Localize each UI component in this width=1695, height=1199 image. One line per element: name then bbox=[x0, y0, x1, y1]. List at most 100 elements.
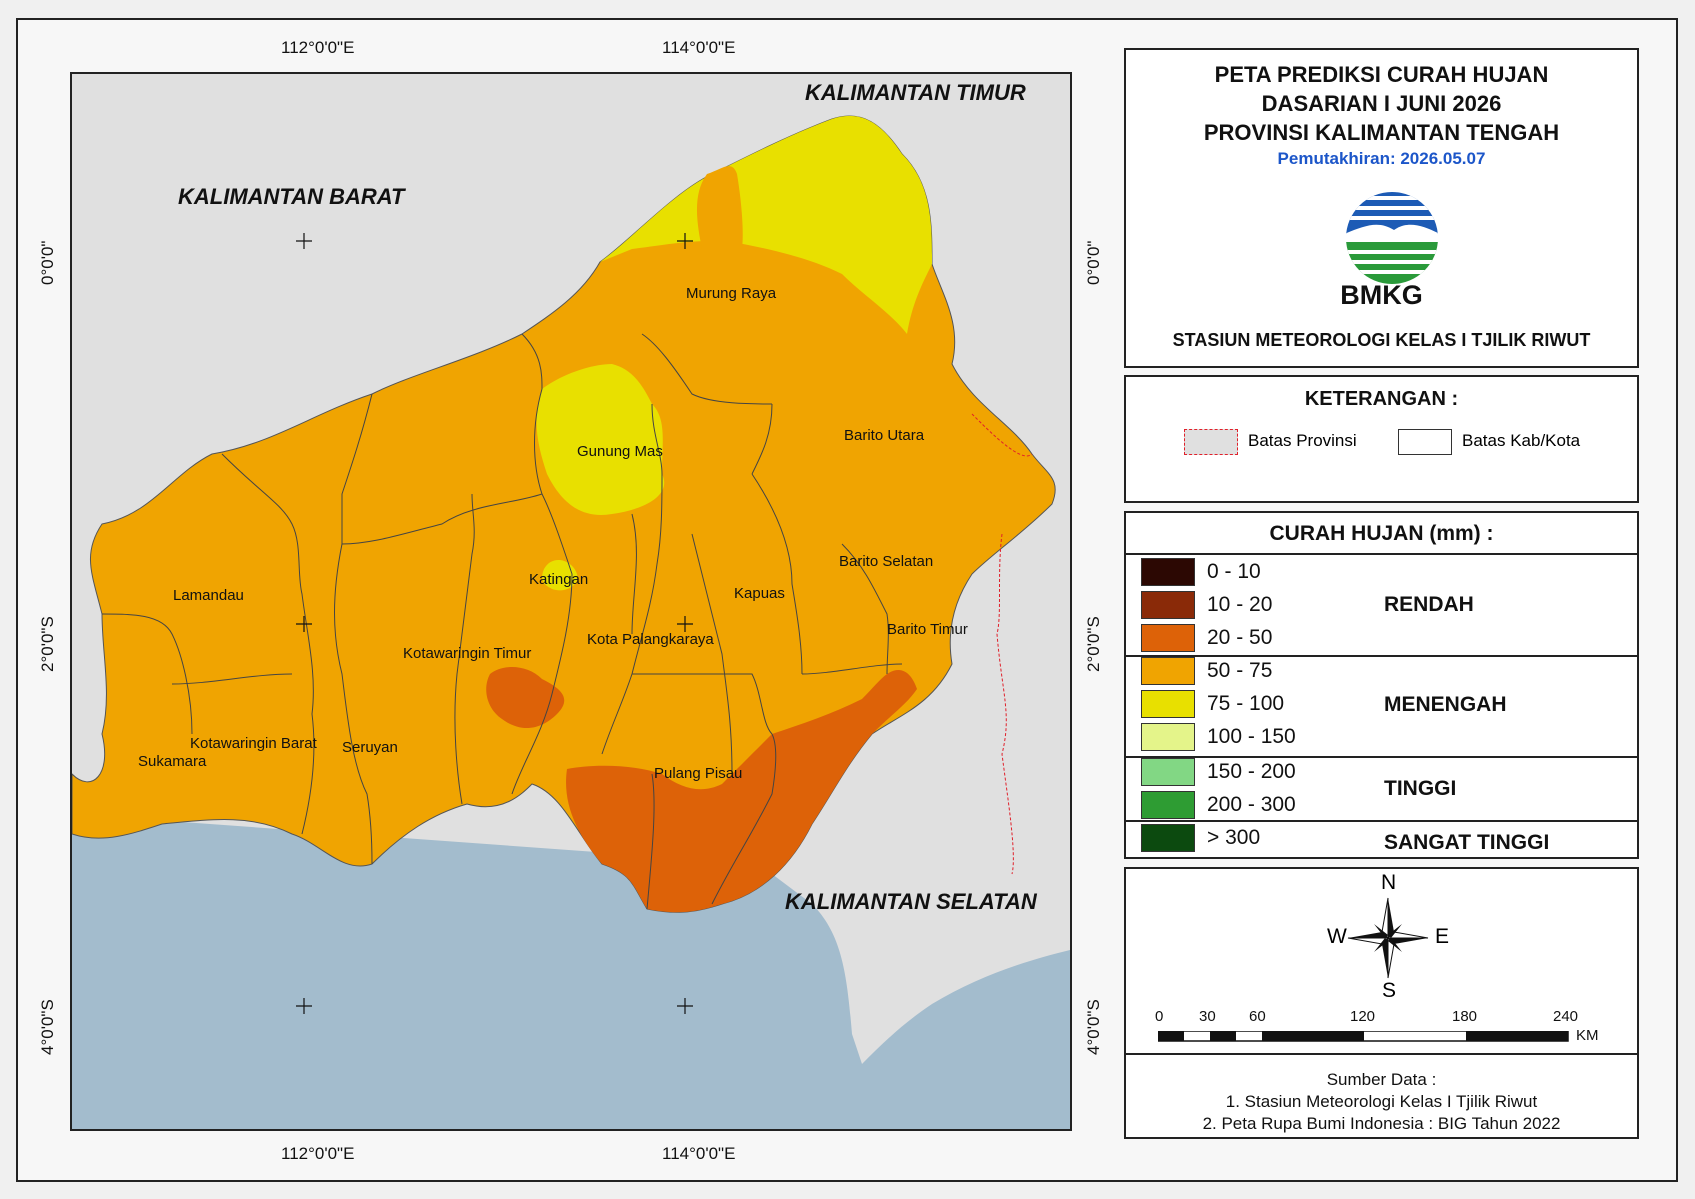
label-katingan: Katingan bbox=[529, 571, 588, 588]
source-title: Sumber Data : bbox=[1326, 1070, 1437, 1089]
scale-tick-label: 120 bbox=[1350, 1008, 1376, 1025]
legend-item: 100 - 150 bbox=[1141, 723, 1296, 751]
zone-50-75-murung-tongue bbox=[697, 166, 743, 249]
label-gunung-mas: Gunung Mas bbox=[577, 443, 663, 460]
legend-item-label: 150 - 200 bbox=[1207, 760, 1296, 783]
province-border bbox=[971, 413, 1033, 875]
legend-divider bbox=[1126, 655, 1637, 657]
legend-swatch bbox=[1141, 558, 1195, 586]
lat-label-2-left: 2°0'0"S bbox=[38, 616, 57, 672]
label-kapuas: Kapuas bbox=[734, 585, 785, 602]
compass-n-label: N bbox=[1381, 871, 1397, 894]
zone-75-100-gunung-mas bbox=[536, 364, 665, 515]
legend-item: 150 - 200 bbox=[1141, 758, 1296, 786]
map-canvas: KALIMANTAN TIMUR KALIMANTAN BARAT KALIMA… bbox=[72, 74, 1070, 1064]
class-rendah: RENDAH bbox=[1384, 593, 1474, 616]
scale-tick-label: 60 bbox=[1249, 1008, 1266, 1025]
legend-swatch bbox=[1141, 624, 1195, 652]
lon-label-112-top: 112°0'0"E bbox=[281, 38, 355, 57]
legend-item-label: 0 - 10 bbox=[1207, 560, 1261, 583]
label-kota-palangkaraya: Kota Palangkaraya bbox=[587, 631, 714, 648]
legend-divider bbox=[1126, 756, 1637, 758]
lat-label-0-left: 0°0'0" bbox=[38, 240, 57, 285]
legend-swatch bbox=[1141, 723, 1195, 751]
class-sangat-tinggi: SANGAT TINGGI bbox=[1384, 831, 1550, 854]
legend-swatch bbox=[1141, 824, 1195, 852]
legend-item: 75 - 100 bbox=[1141, 690, 1284, 718]
map-title-line1: PETA PREDIKSI CURAH HUJAN bbox=[1214, 62, 1549, 87]
legend-item-label: 200 - 300 bbox=[1207, 793, 1296, 816]
compass-scale-panel: N W E S 0 30 60 120 180 240 KM Sumber Da… bbox=[1124, 867, 1639, 1139]
legend-title: CURAH HUJAN (mm) : bbox=[1269, 522, 1494, 545]
label-seruyan: Seruyan bbox=[342, 739, 398, 756]
legend-swatch bbox=[1141, 690, 1195, 718]
keterangan-panel: KETERANGAN : Batas Provinsi Batas Kab/Ko… bbox=[1124, 375, 1639, 503]
source-line2: 2. Peta Rupa Bumi Indonesia : BIG Tahun … bbox=[1202, 1114, 1561, 1133]
zone-20-50-kotim bbox=[486, 667, 565, 729]
scale-tick-label: 0 bbox=[1155, 1008, 1164, 1025]
compass-s-label: S bbox=[1382, 979, 1397, 1002]
legend-item-label: 75 - 100 bbox=[1207, 692, 1285, 715]
lat-label-0-right: 0°0'0" bbox=[1084, 240, 1103, 285]
scale-tick-label: 180 bbox=[1452, 1008, 1478, 1025]
update-date: Pemutakhiran: 2026.05.07 bbox=[1277, 149, 1486, 168]
map-title-line3: PROVINSI KALIMANTAN TENGAH bbox=[1203, 120, 1560, 145]
legend-item: 50 - 75 bbox=[1141, 657, 1272, 685]
lat-label-4-right: 4°0'0"S bbox=[1084, 999, 1103, 1055]
scale-tick-label: 240 bbox=[1553, 1008, 1579, 1025]
legend-item-label: 50 - 75 bbox=[1207, 659, 1273, 682]
legend-divider-top bbox=[1126, 553, 1637, 555]
label-kotawaringin-barat: Kotawaringin Barat bbox=[190, 735, 318, 752]
label-kalimantan-barat: KALIMANTAN BARAT bbox=[178, 184, 406, 209]
class-tinggi: TINGGI bbox=[1384, 777, 1457, 800]
legend-swatch bbox=[1141, 758, 1195, 786]
title-panel: PETA PREDIKSI CURAH HUJAN DASARIAN I JUN… bbox=[1124, 48, 1639, 368]
map-title-line2: DASARIAN I JUNI 2026 bbox=[1261, 91, 1502, 116]
label-pulang-pisau: Pulang Pisau bbox=[654, 765, 742, 782]
legend-item-label: > 300 bbox=[1207, 826, 1261, 849]
scale-unit: KM bbox=[1576, 1027, 1599, 1044]
legend-swatch bbox=[1141, 657, 1195, 685]
legend-item-label: 10 - 20 bbox=[1207, 593, 1273, 616]
zone-20-50-south bbox=[566, 669, 917, 913]
lon-label-112-bottom: 112°0'0"E bbox=[281, 1144, 355, 1163]
source-line1: 1. Stasiun Meteorologi Kelas I Tjilik Ri… bbox=[1225, 1092, 1538, 1111]
zone-75-100-katingan bbox=[542, 559, 578, 591]
lon-label-114-bottom: 114°0'0"E bbox=[662, 1144, 736, 1163]
compass-e-label: E bbox=[1435, 925, 1450, 948]
zone-75-100-north bbox=[600, 115, 932, 334]
label-barito-timur: Barito Timur bbox=[887, 621, 968, 638]
north-arrow-icon bbox=[1347, 897, 1429, 979]
rainfall-map[interactable]: KALIMANTAN TIMUR KALIMANTAN BARAT KALIMA… bbox=[70, 72, 1072, 1131]
class-menengah: MENENGAH bbox=[1384, 693, 1507, 716]
compass-w-label: W bbox=[1327, 925, 1347, 948]
regency-border-label: Batas Kab/Kota bbox=[1462, 431, 1581, 450]
scale-bar bbox=[1158, 1031, 1569, 1042]
legend-item: 0 - 10 bbox=[1141, 558, 1261, 586]
lat-label-2-right: 2°0'0"S bbox=[1084, 616, 1103, 672]
label-kotawaringin-timur: Kotawaringin Timur bbox=[403, 645, 531, 662]
legend-item: 20 - 50 bbox=[1141, 624, 1272, 652]
regency-border-swatch bbox=[1398, 429, 1452, 455]
regency-borders bbox=[101, 333, 903, 910]
legend-item-label: 20 - 50 bbox=[1207, 626, 1273, 649]
label-barito-utara: Barito Utara bbox=[844, 427, 925, 444]
scale-tick-label: 30 bbox=[1199, 1008, 1216, 1025]
province-border-swatch bbox=[1184, 429, 1238, 455]
legend-swatch bbox=[1141, 791, 1195, 819]
station-name: STASIUN METEOROLOGI KELAS I TJILIK RIWUT bbox=[1172, 330, 1591, 350]
lat-label-4-left: 4°0'0"S bbox=[38, 999, 57, 1055]
label-sukamara: Sukamara bbox=[138, 753, 207, 770]
source-divider bbox=[1126, 1053, 1637, 1055]
legend-item: > 300 bbox=[1141, 824, 1260, 852]
lon-label-114-top: 114°0'0"E bbox=[662, 38, 736, 57]
label-kalimantan-timur: KALIMANTAN TIMUR bbox=[805, 80, 1026, 105]
legend-item-label: 100 - 150 bbox=[1207, 725, 1296, 748]
label-barito-selatan: Barito Selatan bbox=[839, 553, 933, 570]
bmkg-logo-icon bbox=[1346, 192, 1438, 284]
label-lamandau: Lamandau bbox=[173, 587, 244, 604]
province-border-label: Batas Provinsi bbox=[1248, 431, 1357, 450]
legend-item: 10 - 20 bbox=[1141, 591, 1272, 619]
legend-swatch bbox=[1141, 591, 1195, 619]
bmkg-logo-text: BMKG bbox=[1340, 280, 1423, 310]
